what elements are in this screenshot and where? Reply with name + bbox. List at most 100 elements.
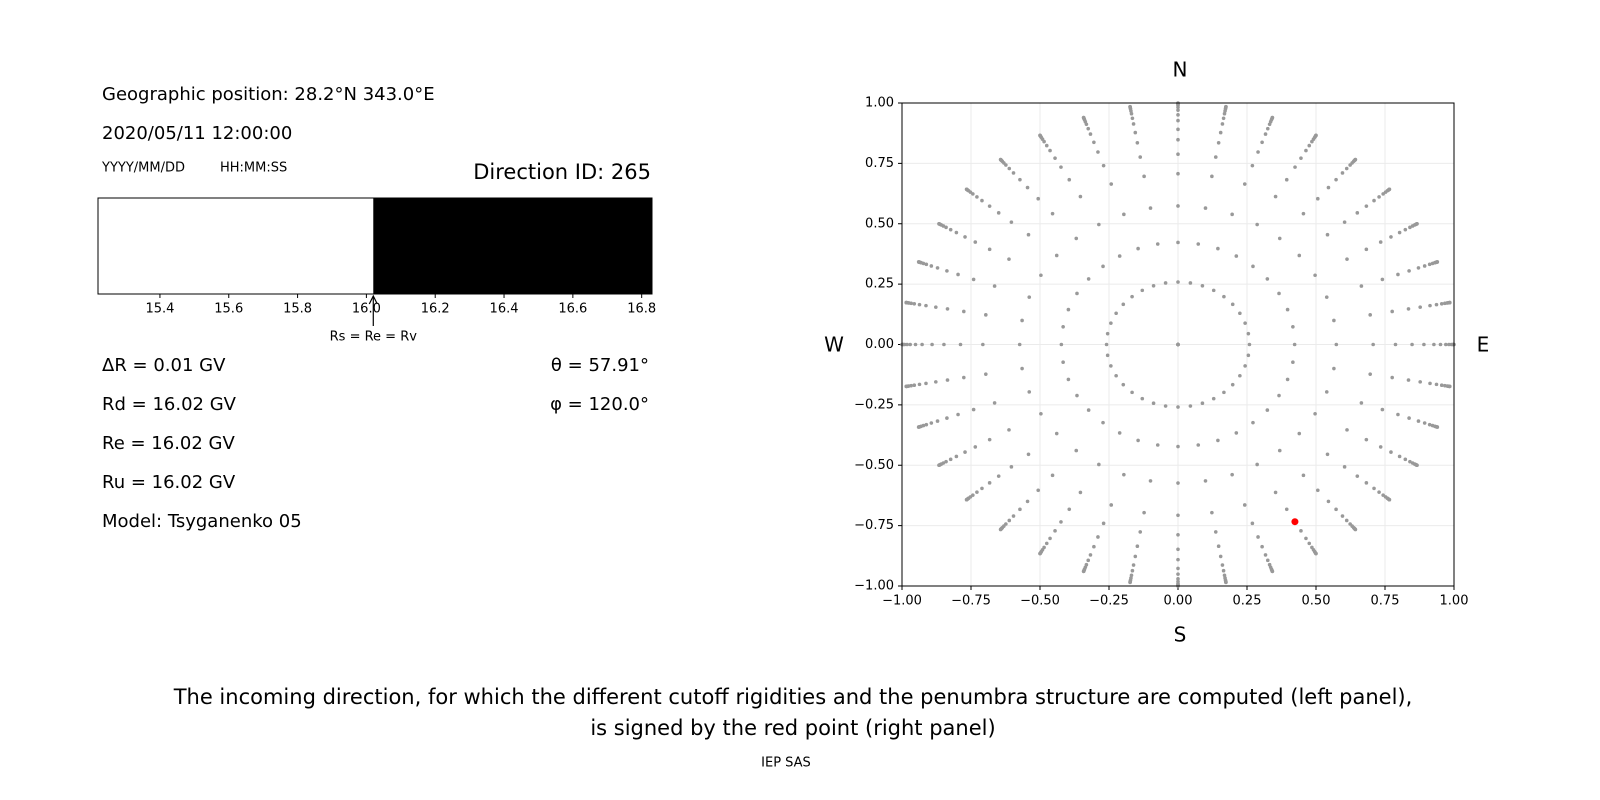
direction-point [929, 264, 934, 268]
direction-point [1380, 277, 1385, 282]
direction-point [981, 342, 985, 347]
direction-point [1353, 527, 1358, 532]
direction-point [1353, 157, 1358, 162]
direction-point [1427, 262, 1432, 267]
direction-point [1176, 577, 1180, 581]
direction-point [1096, 535, 1100, 539]
direction-point [1054, 431, 1059, 436]
direction-point [1234, 431, 1239, 435]
direction-point [1291, 360, 1295, 365]
direction-point [1176, 547, 1180, 552]
direction-point [945, 378, 950, 382]
direction-point [1246, 331, 1251, 336]
compass-w: W [824, 333, 844, 357]
direction-point [1221, 116, 1226, 121]
direction-point [964, 187, 969, 192]
direction-point [956, 272, 960, 277]
direction-point [945, 416, 949, 420]
direction-point [1130, 568, 1135, 573]
direction-point [984, 313, 988, 317]
direction-point [1238, 311, 1242, 316]
direction-point [1026, 232, 1031, 237]
direction-point [1263, 132, 1268, 136]
x-tick-label: 16.8 [627, 302, 656, 317]
x-tick-label: 15.4 [145, 302, 174, 317]
direction-point [1444, 342, 1448, 347]
direction-point [1044, 143, 1049, 148]
direction-point [1136, 246, 1140, 251]
y-tick-label: 1.00 [865, 96, 894, 111]
direction-point [1007, 257, 1011, 261]
direction-point [1066, 377, 1071, 382]
direction-point [1129, 111, 1134, 116]
direction-point [963, 235, 967, 239]
direction-point [1324, 390, 1329, 394]
direction-point [934, 380, 938, 384]
direction-point [1407, 416, 1411, 420]
direction-point [1176, 152, 1180, 156]
y-tick-label: −0.50 [854, 458, 894, 473]
direction-point [1122, 212, 1126, 217]
direction-point [1372, 198, 1376, 203]
direction-point [1313, 273, 1317, 278]
direction-point [1203, 206, 1208, 210]
direction-point [1304, 148, 1308, 153]
direction-point [1109, 503, 1114, 507]
x-tick-label: −0.25 [1089, 594, 1129, 609]
direction-point [1277, 448, 1282, 453]
direction-point [1364, 204, 1369, 208]
direction-point [1133, 130, 1138, 135]
direction-point [1285, 377, 1290, 382]
direction-point [1088, 553, 1093, 557]
direction-point [1334, 507, 1338, 512]
y-tick-label: 0.25 [865, 277, 894, 292]
direction-point [980, 486, 984, 491]
direction-point [1222, 294, 1226, 299]
direction-point [1418, 380, 1422, 384]
direction-point [1176, 113, 1180, 117]
direction-point [1128, 580, 1132, 585]
direction-point [1448, 300, 1452, 305]
direction-point [1410, 342, 1414, 347]
direction-point [920, 342, 924, 347]
direction-point [1075, 291, 1079, 296]
direction-point [1027, 295, 1032, 299]
direction-point [1018, 177, 1022, 182]
direction-point [916, 260, 921, 264]
direction-point [1243, 364, 1247, 368]
x-tick-label: −1.00 [882, 594, 922, 609]
direction-point [1121, 382, 1126, 387]
direction-point [945, 269, 949, 273]
direction-point [1313, 411, 1317, 416]
arrow-head [368, 294, 378, 305]
direction-point [1176, 513, 1180, 518]
direction-point [975, 490, 979, 494]
direction-point [1216, 141, 1221, 145]
direction-point [1284, 177, 1289, 182]
direction-point [1048, 536, 1052, 541]
direction-point [1251, 420, 1255, 425]
footer: IEP SAS [761, 756, 811, 771]
direction-point [1136, 438, 1140, 443]
direction-point [1081, 115, 1086, 120]
direction-point [1301, 473, 1306, 478]
stat: Re = 16.02 GV [102, 433, 235, 454]
direction-point [1307, 541, 1312, 546]
direction-point [1213, 155, 1218, 159]
direction-point [998, 157, 1003, 162]
direction-point [1009, 465, 1014, 469]
direction-point [1176, 342, 1180, 347]
direction-point [987, 437, 992, 442]
direction-point [1086, 277, 1091, 281]
direction-point [1018, 507, 1022, 512]
direction-point [1222, 390, 1226, 395]
direction-point [1334, 342, 1339, 347]
direction-point [1086, 558, 1091, 563]
direction-point [1408, 225, 1412, 230]
direction-point [973, 240, 978, 244]
direction-point [1038, 551, 1042, 556]
direction-point [1025, 499, 1030, 504]
direction-point [1277, 393, 1281, 398]
direction-point [1142, 510, 1146, 515]
